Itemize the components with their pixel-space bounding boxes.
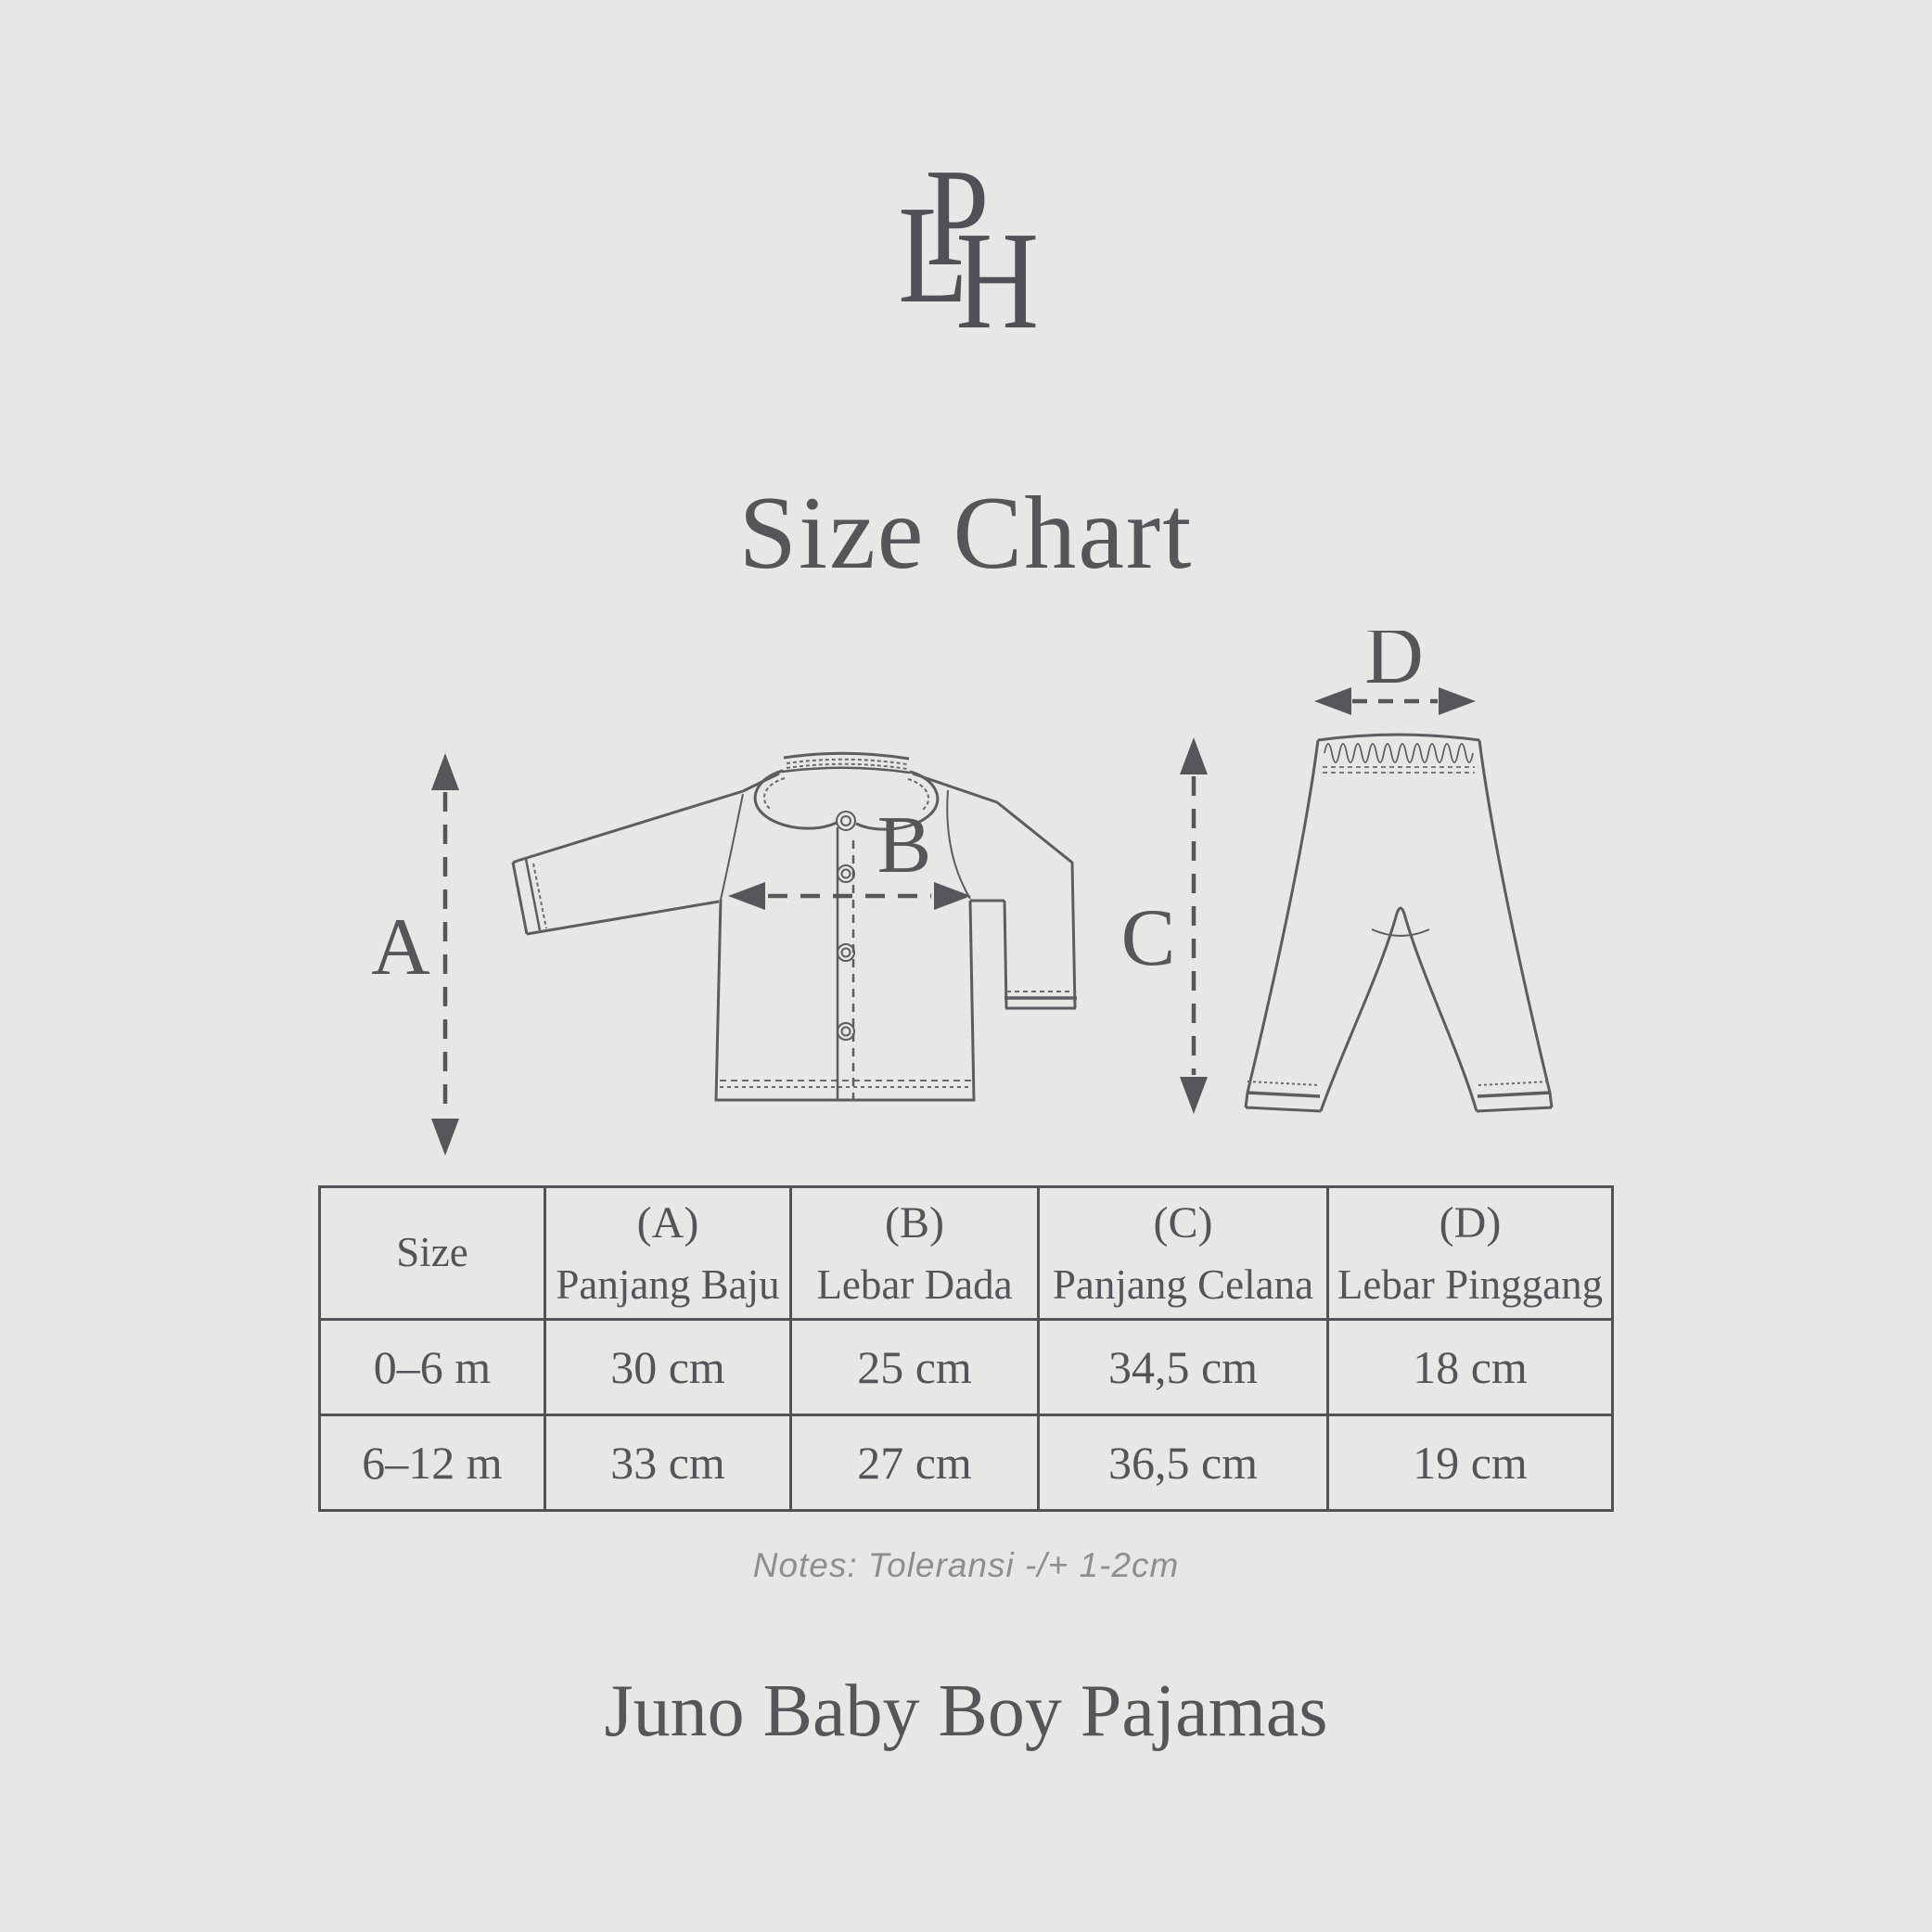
pajama-shirt-illustration [511, 751, 1077, 1102]
left-sleeve-top [517, 789, 744, 863]
product-name: Juno Baby Boy Pajamas [604, 1670, 1328, 1752]
label-c: C [1121, 893, 1176, 983]
cell-lebar-dada: 25 cm [789, 1318, 1040, 1416]
pants-inner-legs [1319, 906, 1478, 1112]
column-header-panjang-celana: (C) Panjang Celana [1037, 1185, 1329, 1321]
brand-monogram-logo: L P H [898, 139, 1039, 352]
right-sleeve-inner [1003, 900, 1008, 1009]
shirt-torso [714, 899, 976, 1102]
arrow-b-chest-width: B [728, 800, 971, 910]
monogram-letter-l: L [898, 176, 968, 331]
pants-waist-top [1317, 733, 1480, 742]
cell-lebar-pinggang: 19 cm [1326, 1414, 1614, 1512]
measurement-diagram: A [371, 631, 1554, 1156]
cell-size: 0–6 m [318, 1318, 546, 1416]
monogram-letter-h: H [955, 202, 1038, 352]
cell-panjang-celana: 34,5 cm [1037, 1318, 1329, 1416]
cell-lebar-pinggang: 18 cm [1326, 1318, 1614, 1416]
crotch-seam [1371, 928, 1430, 937]
label-a: A [371, 902, 430, 992]
elastic-waistband-gather [1324, 743, 1474, 763]
pants-outer-right [1478, 739, 1552, 1094]
arrow-c-pants-length: C [1121, 737, 1208, 1114]
cell-panjang-celana: 36,5 cm [1037, 1414, 1329, 1512]
right-sleeve-outer [996, 800, 1077, 1009]
collar-right-lobe [855, 770, 940, 831]
column-header-lebar-pinggang: (D) Lebar Pinggang [1326, 1185, 1614, 1321]
column-header-lebar-dada: (B) Lebar Dada [789, 1185, 1040, 1321]
page-title: Size Chart [738, 476, 1194, 591]
column-header-size: Size [318, 1185, 546, 1321]
table-header-row: Size (A) Panjang Baju (B) Lebar Dada (C)… [318, 1185, 1614, 1321]
monogram-letter-p: P [925, 139, 989, 294]
shirt-buttons [836, 811, 856, 1041]
arrow-a-shirt-length: A [371, 753, 459, 1156]
arrow-d-waist-width: D [1314, 631, 1476, 715]
left-sleeve-underside [526, 900, 720, 936]
column-header-panjang-baju: (A) Panjang Baju [544, 1185, 792, 1321]
label-d: D [1364, 631, 1424, 701]
label-b: B [877, 800, 932, 890]
pants-outer-left [1246, 739, 1320, 1094]
cell-panjang-baju: 33 cm [544, 1414, 792, 1512]
cell-lebar-dada: 27 cm [789, 1414, 1040, 1512]
tolerance-note: Notes: Toleransi -/+ 1-2cm [752, 1546, 1180, 1584]
cell-panjang-baju: 30 cm [544, 1318, 792, 1416]
table-row-0-6m: 0–6 m 30 cm 25 cm 34,5 cm 18 cm [318, 1318, 1614, 1416]
table-row-6-12m: 6–12 m 33 cm 27 cm 36,5 cm 19 cm [318, 1414, 1614, 1512]
size-table: Size (A) Panjang Baju (B) Lebar Dada (C)… [318, 1185, 1614, 1512]
cell-size: 6–12 m [318, 1414, 546, 1512]
pajama-pants-illustration [1244, 733, 1554, 1113]
